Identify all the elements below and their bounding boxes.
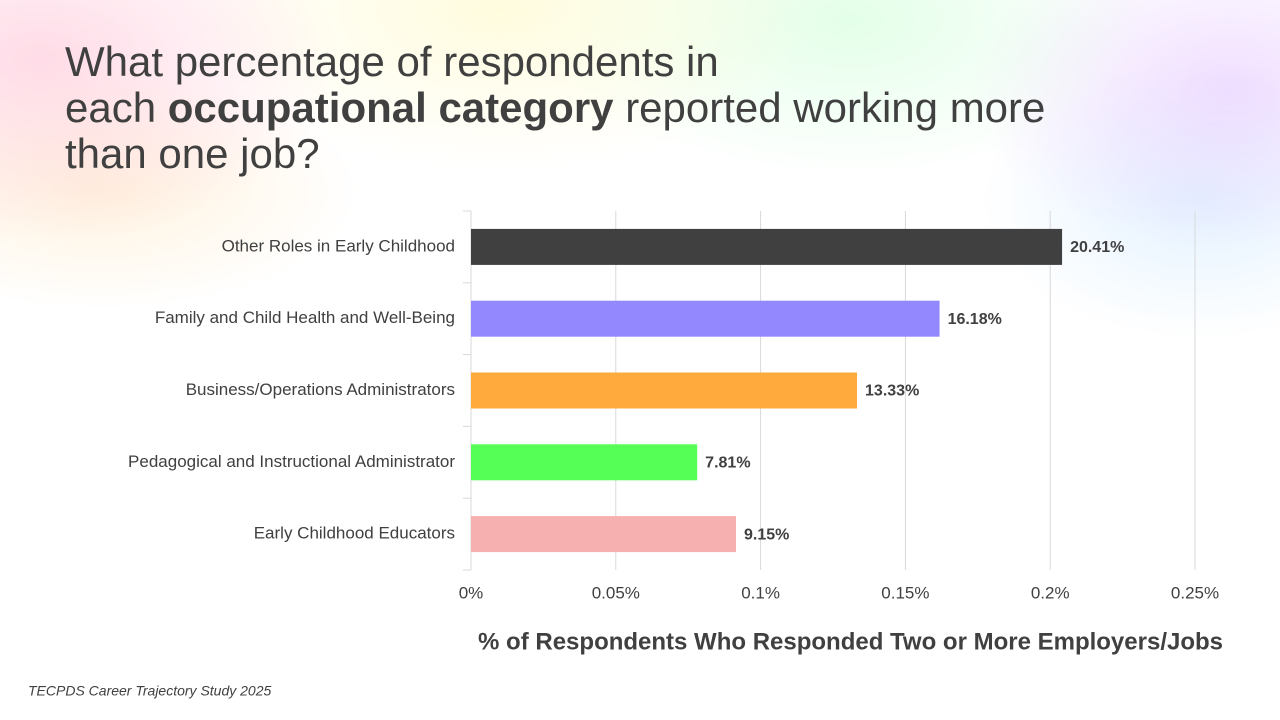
x-tick-label: 0.2% bbox=[1031, 583, 1070, 602]
bar bbox=[471, 300, 940, 337]
data-label: 20.41% bbox=[1070, 239, 1124, 256]
bar bbox=[471, 444, 698, 481]
y-tick-label: Pedagogical and Instructional Administra… bbox=[128, 452, 455, 471]
title-line: than one job? bbox=[65, 130, 320, 177]
title-text: reported working more bbox=[614, 84, 1046, 131]
data-label: 13.33% bbox=[865, 383, 919, 400]
x-tick-label: 0.1% bbox=[741, 583, 780, 602]
title-text: than one job? bbox=[65, 130, 320, 177]
title-text: each bbox=[65, 84, 168, 131]
y-tick-label: Early Childhood Educators bbox=[254, 524, 455, 543]
x-tick-label: 0.05% bbox=[592, 583, 640, 602]
y-tick-label: Other Roles in Early Childhood bbox=[222, 236, 455, 255]
data-label: 9.15% bbox=[744, 526, 789, 543]
bar bbox=[471, 228, 1063, 265]
x-tick-label: 0.25% bbox=[1171, 583, 1219, 602]
x-tick-label: 0% bbox=[459, 583, 484, 602]
y-tick-label: Family and Child Health and Well-Being bbox=[155, 308, 455, 327]
title-text: What percentage of respondents in bbox=[65, 38, 719, 85]
data-label: 16.18% bbox=[948, 311, 1002, 328]
x-axis-title: % of Respondents Who Responded Two or Mo… bbox=[478, 628, 1223, 655]
source-note: TECPDS Career Trajectory Study 2025 bbox=[28, 683, 271, 699]
title-emphasis: occupational category bbox=[168, 84, 614, 131]
title-line: What percentage of respondents in bbox=[65, 38, 719, 85]
bar bbox=[471, 372, 858, 409]
data-label: 7.81% bbox=[705, 455, 750, 472]
y-tick-label: Business/Operations Administrators bbox=[186, 380, 455, 399]
title-line: each occupational category reported work… bbox=[65, 84, 1045, 131]
bar bbox=[471, 516, 736, 553]
x-tick-label: 0.15% bbox=[881, 583, 929, 602]
